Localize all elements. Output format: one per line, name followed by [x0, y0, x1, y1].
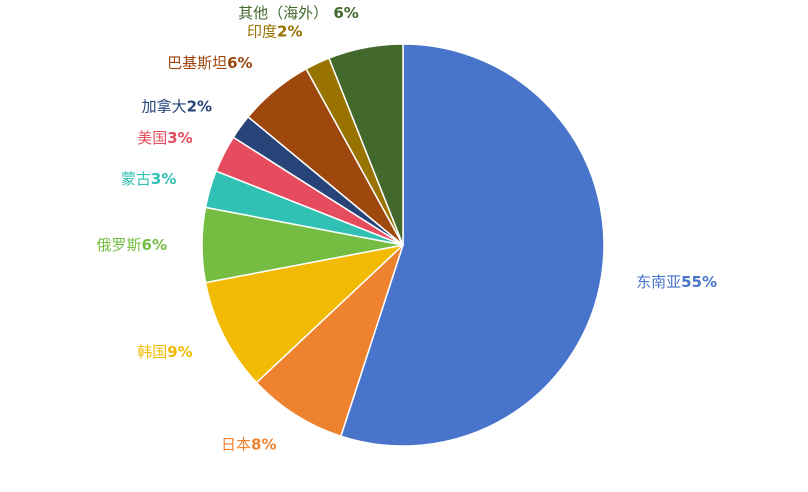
data-label-8: 印度2% [247, 23, 302, 41]
data-label-category: 蒙古 [121, 170, 151, 188]
data-label-category: 东南亚 [636, 273, 681, 291]
data-label-value: 2% [187, 97, 212, 115]
data-label-7: 巴基斯坦6% [167, 54, 252, 72]
data-label-value: 3% [167, 129, 192, 147]
data-label-value: 6% [227, 54, 252, 72]
data-label-4: 蒙古3% [121, 170, 176, 188]
data-label-category: 韩国 [137, 343, 167, 361]
data-label-2: 韩国9% [137, 343, 192, 361]
data-label-1: 日本8% [221, 435, 276, 453]
data-label-category: 巴基斯坦 [167, 54, 227, 72]
data-label-value: 55% [681, 273, 717, 291]
data-label-value: 8% [251, 435, 276, 453]
data-label-category: 俄罗斯 [97, 236, 142, 254]
data-label-category: 其他（海外） [238, 4, 328, 22]
data-label-3: 俄罗斯6% [97, 236, 167, 254]
data-label-5: 美国3% [137, 129, 192, 147]
data-label-category: 日本 [221, 435, 251, 453]
data-label-value: 3% [151, 170, 176, 188]
data-label-category: 美国 [137, 129, 167, 147]
data-label-category: 加拿大 [142, 97, 187, 115]
data-label-0: 东南亚55% [636, 273, 717, 291]
data-label-value: 6% [328, 4, 359, 22]
data-label-category: 印度 [247, 23, 277, 41]
data-label-value: 6% [142, 236, 167, 254]
data-label-9: 其他（海外） 6% [238, 4, 359, 22]
pie-slices [202, 44, 604, 446]
data-label-6: 加拿大2% [142, 97, 212, 115]
data-label-value: 9% [167, 343, 192, 361]
data-label-value: 2% [277, 23, 302, 41]
